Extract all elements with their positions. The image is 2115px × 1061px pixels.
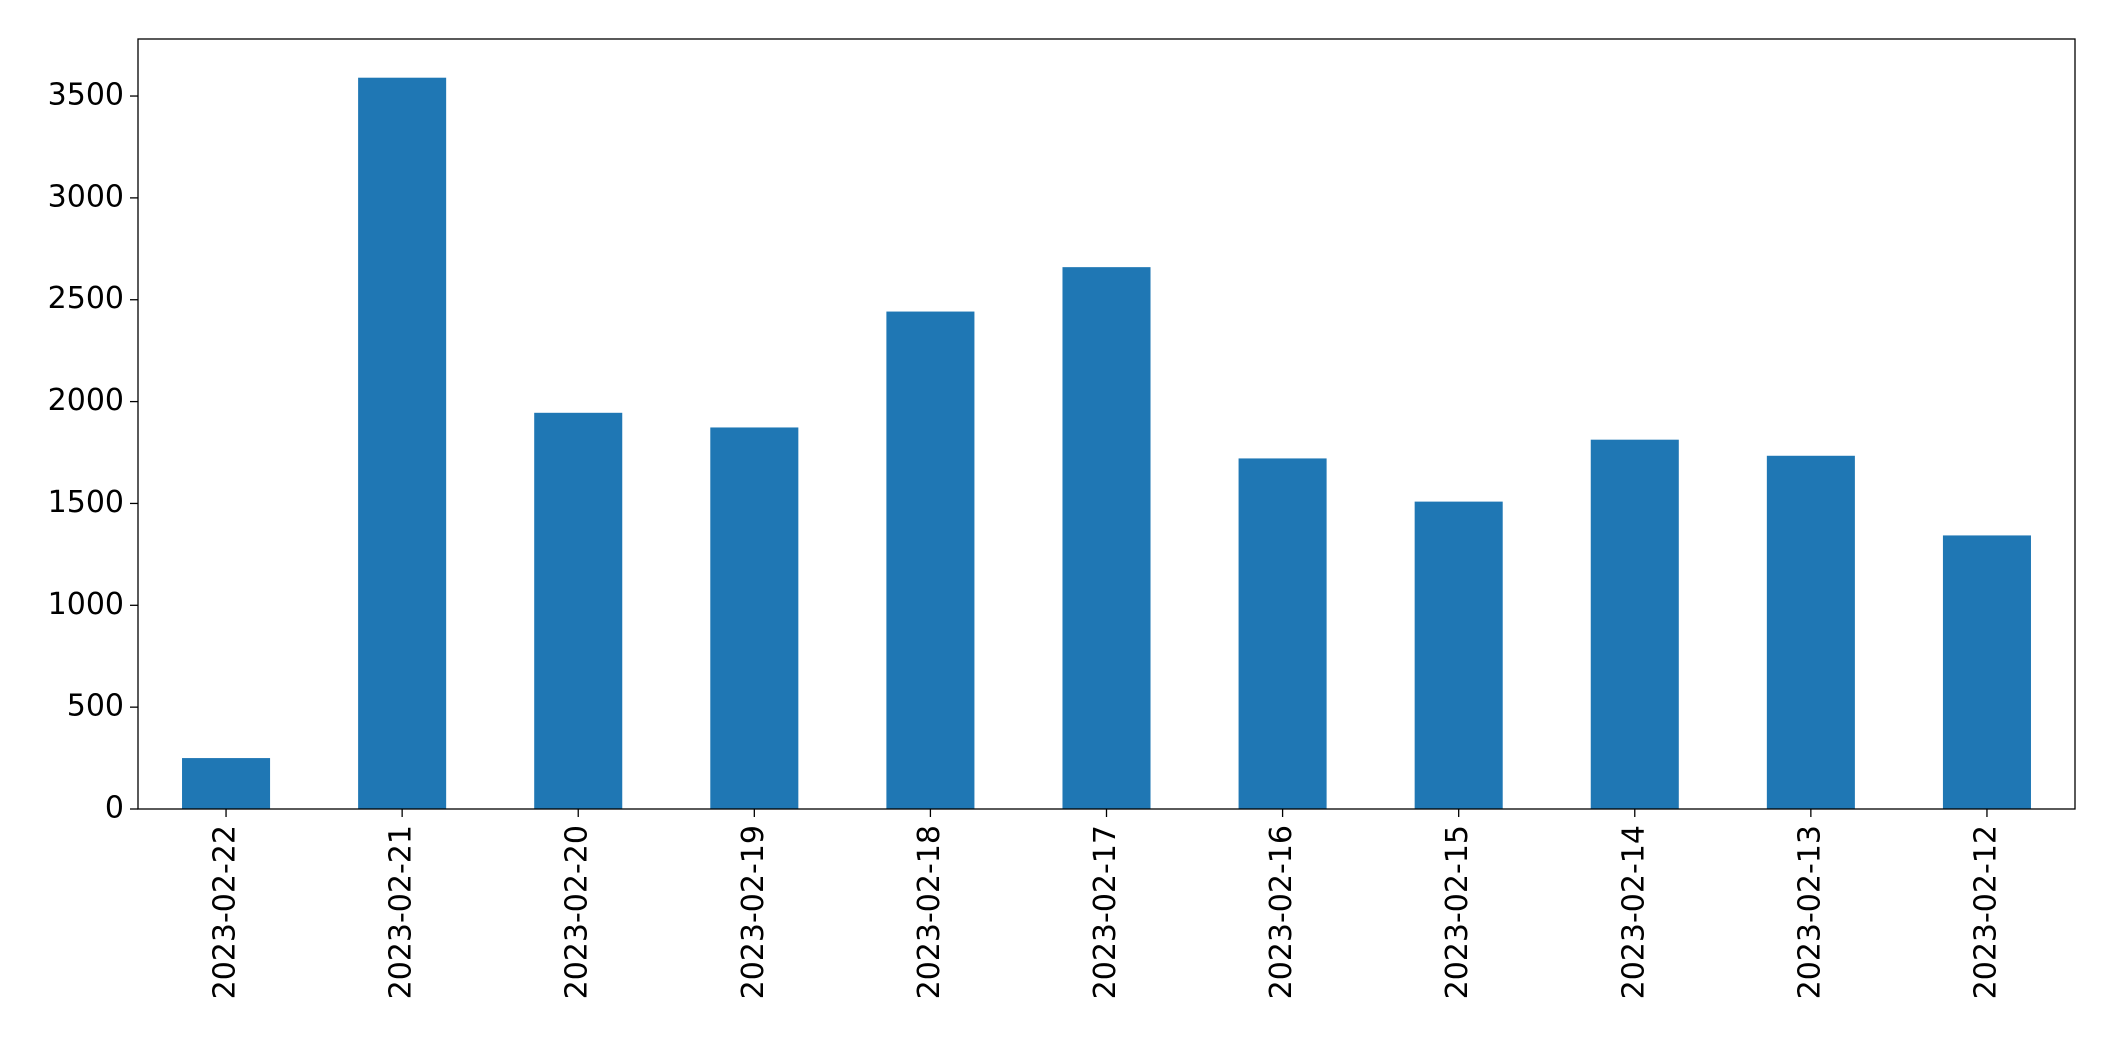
bar [886, 311, 975, 809]
bar [1414, 501, 1503, 809]
x-tick-label: 2023-02-19 [736, 825, 771, 999]
bar [1238, 458, 1327, 809]
y-tick-label: 2500 [48, 281, 124, 316]
x-tick-label: 2023-02-18 [912, 825, 947, 999]
x-tick-label: 2023-02-22 [208, 825, 243, 999]
y-tick-label: 0 [105, 791, 124, 826]
x-tick-label: 2023-02-17 [1088, 825, 1123, 999]
bar [182, 758, 271, 809]
x-tick-label: 2023-02-14 [1616, 825, 1651, 999]
y-tick-label: 500 [67, 689, 124, 724]
x-tick-label: 2023-02-15 [1440, 825, 1475, 999]
y-tick-label: 1500 [48, 485, 124, 520]
bar [1766, 455, 1855, 809]
bar [1942, 535, 2031, 809]
y-tick-label: 3500 [48, 78, 124, 113]
bar [1590, 439, 1679, 809]
x-tick-label: 2023-02-20 [560, 825, 595, 999]
x-tick-label: 2023-02-12 [1968, 825, 2003, 999]
plot-frame [137, 38, 2076, 810]
y-tick-label: 3000 [48, 179, 124, 214]
bar [710, 427, 799, 809]
bar [534, 412, 623, 809]
x-tick-label: 2023-02-21 [384, 825, 419, 999]
bar [358, 77, 447, 809]
x-tick-label: 2023-02-13 [1792, 825, 1827, 999]
y-tick-label: 2000 [48, 383, 124, 418]
bar [1062, 267, 1151, 809]
x-tick-label: 2023-02-16 [1264, 825, 1299, 999]
y-tick-label: 1000 [48, 587, 124, 622]
